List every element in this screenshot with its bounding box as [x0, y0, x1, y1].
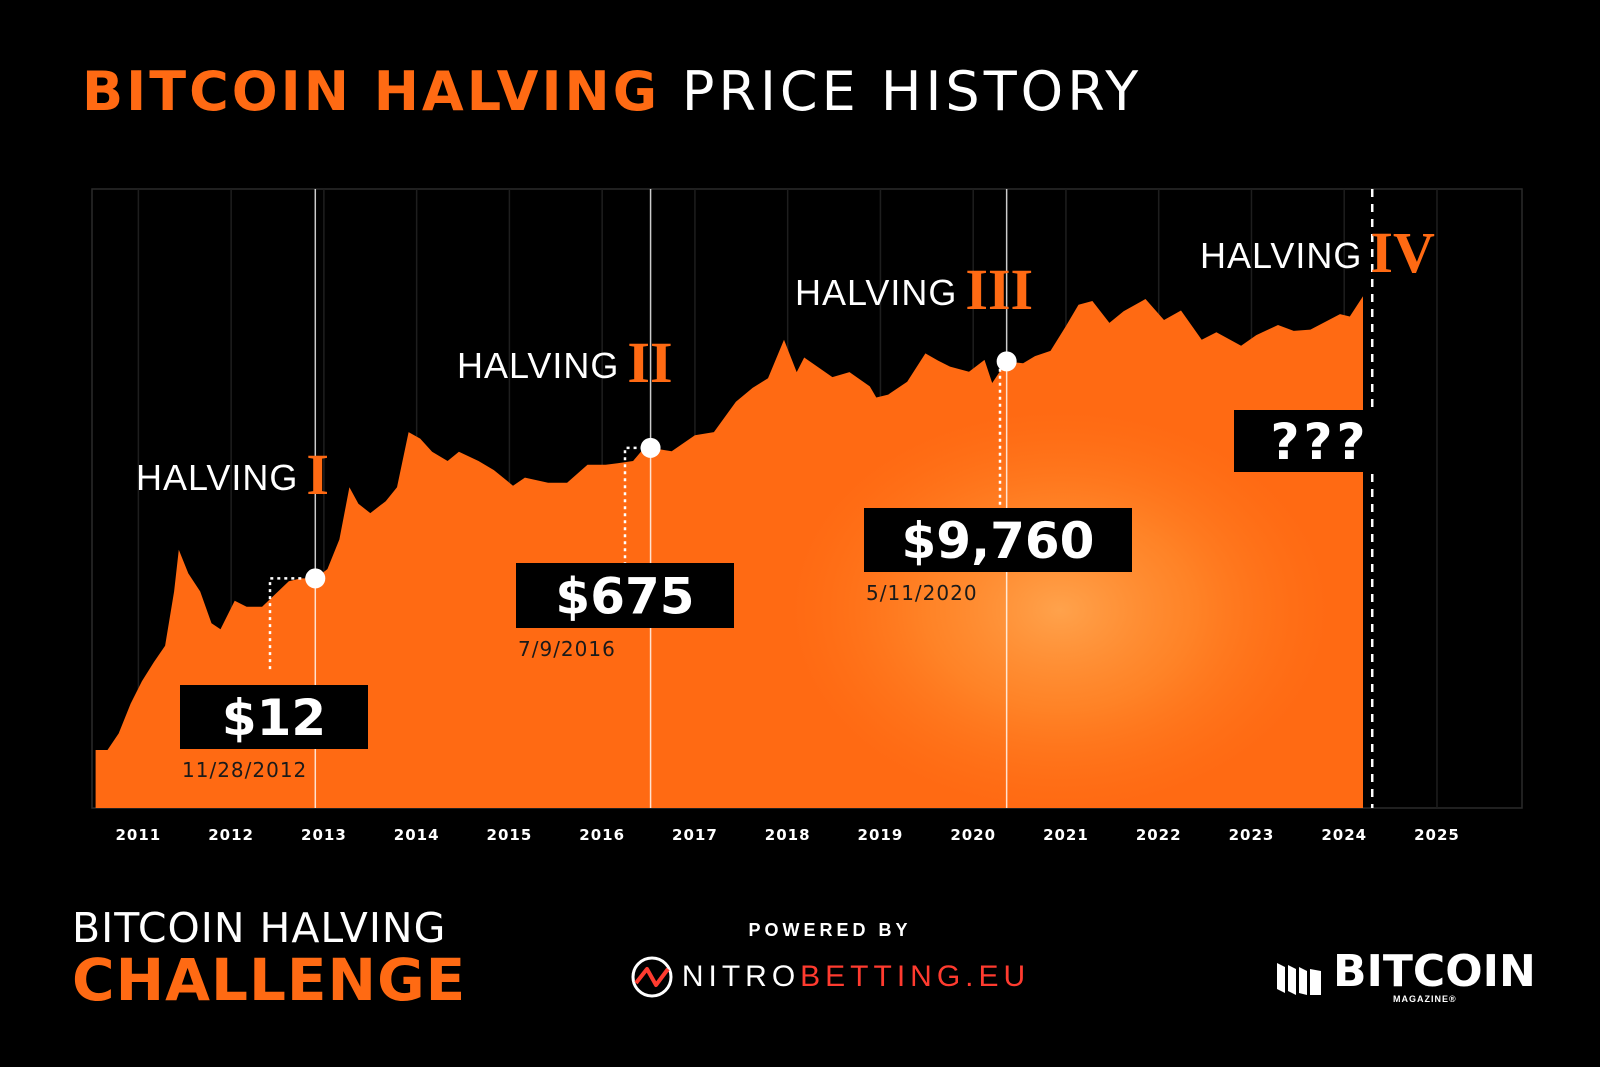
halving-point — [996, 351, 1017, 372]
x-tick-label: 2013 — [301, 826, 347, 844]
challenge-line-1: BITCOIN HALVING — [72, 904, 447, 952]
nitro-logo-icon — [631, 956, 673, 998]
title-rest: PRICE HISTORY — [681, 60, 1143, 123]
halving-word: HALVING — [1200, 235, 1362, 276]
halving-word: HALVING — [457, 345, 619, 386]
halving-word: HALVING — [136, 457, 298, 498]
halving-numeral: II — [627, 330, 672, 395]
halving-date: 5/11/2020 — [866, 581, 978, 605]
price-box — [1234, 410, 1406, 472]
challenge-line-2: CHALLENGE — [72, 946, 467, 1014]
x-tick-label: 2020 — [950, 826, 996, 844]
price-box — [180, 685, 368, 749]
challenge-brand: BITCOIN HALVING CHALLENGE — [72, 904, 592, 1014]
halving-numeral: III — [965, 257, 1033, 322]
x-tick-label: 2019 — [858, 826, 904, 844]
price-label: ??? — [1270, 413, 1369, 471]
sponsor-betting: BETTING.EU — [800, 960, 1031, 993]
halving-word: HALVING — [795, 272, 957, 313]
brand-sub: MAGAZINE® — [1393, 994, 1457, 1004]
x-tick-label: 2024 — [1321, 826, 1367, 844]
halving-date: 7/9/2016 — [518, 637, 616, 661]
bitcoin-magazine-logo[interactable]: BITCOIN MAGAZINE® — [1275, 942, 1545, 1012]
price-label: $9,760 — [902, 512, 1095, 570]
halving-point — [640, 437, 661, 458]
title-highlight: BITCOIN HALVING — [82, 60, 661, 123]
x-tick-label: 2017 — [672, 826, 718, 844]
x-tick-label: 2018 — [765, 826, 811, 844]
x-tick-label: 2022 — [1136, 826, 1182, 844]
x-tick-label: 2011 — [116, 826, 162, 844]
x-tick-label: 2021 — [1043, 826, 1089, 844]
brand-word: BITCOIN — [1333, 946, 1536, 997]
x-tick-label: 2014 — [394, 826, 440, 844]
halving-point — [305, 568, 326, 589]
sponsor-block: POWERED BY NITRO BETTING.EU — [620, 920, 1040, 999]
price-label: $675 — [555, 568, 694, 626]
halving-label: HALVING III — [795, 257, 1033, 322]
sponsor-nitro: NITRO — [681, 960, 801, 993]
x-tick-label: 2012 — [208, 826, 254, 844]
x-tick-label: 2016 — [579, 826, 625, 844]
x-tick-label: 2015 — [487, 826, 533, 844]
magazine-pages-icon — [1277, 963, 1321, 995]
halving-connector — [268, 577, 316, 672]
halving-numeral: I — [306, 442, 329, 507]
price-box — [864, 508, 1132, 572]
x-tick-label: 2025 — [1414, 826, 1460, 844]
page-title: BITCOIN HALVING PRICE HISTORY — [82, 52, 1522, 132]
x-axis-ticks: 2011 2012 2013 2014 2015 2016 2017 2018 2019 2020… — [116, 826, 1460, 844]
sponsor-logo[interactable]: NITRO BETTING.EU — [620, 955, 1040, 999]
price-label: $12 — [222, 689, 326, 747]
halving-label: HALVING IV — [1200, 220, 1435, 285]
powered-by-label: POWERED BY — [748, 920, 912, 940]
halving-numeral: IV — [1370, 220, 1435, 285]
price-box — [516, 563, 734, 628]
halving-date: 11/28/2012 — [182, 758, 307, 782]
halving-label: HALVING II — [457, 330, 673, 395]
x-tick-label: 2023 — [1229, 826, 1275, 844]
halving-label: HALVING I — [136, 442, 329, 507]
